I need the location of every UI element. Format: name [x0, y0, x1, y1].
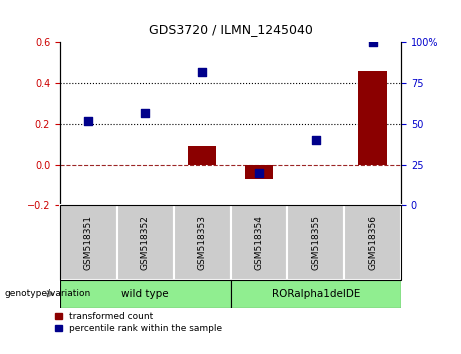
Bar	[188, 146, 216, 165]
Bar	[60, 205, 117, 280]
Bar	[358, 71, 387, 165]
Bar	[117, 205, 174, 280]
Bar	[174, 205, 230, 280]
Text: GSM518352: GSM518352	[141, 215, 150, 270]
Text: genotype/variation: genotype/variation	[5, 289, 91, 298]
Text: GDS3720 / ILMN_1245040: GDS3720 / ILMN_1245040	[148, 23, 313, 36]
Bar	[245, 165, 273, 179]
Text: wild type: wild type	[121, 289, 169, 299]
Legend: transformed count, percentile rank within the sample: transformed count, percentile rank withi…	[55, 313, 222, 333]
Bar	[230, 280, 401, 308]
Point	[85, 118, 92, 124]
Point	[255, 170, 263, 176]
Bar	[60, 280, 230, 308]
Point	[312, 137, 319, 143]
Text: GSM518356: GSM518356	[368, 215, 377, 270]
Bar	[344, 205, 401, 280]
Point	[142, 110, 149, 115]
Bar	[230, 205, 287, 280]
Text: GSM518355: GSM518355	[311, 215, 320, 270]
Text: GSM518351: GSM518351	[84, 215, 93, 270]
Text: GSM518353: GSM518353	[198, 215, 207, 270]
Text: RORalpha1delDE: RORalpha1delDE	[272, 289, 360, 299]
Text: GSM518354: GSM518354	[254, 215, 263, 270]
Bar	[287, 205, 344, 280]
Point	[198, 69, 206, 75]
Point	[369, 40, 376, 45]
